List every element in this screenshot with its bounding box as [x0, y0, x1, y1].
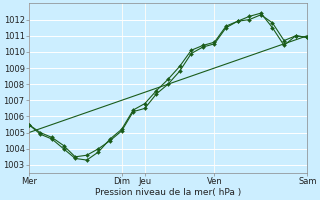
- X-axis label: Pression niveau de la mer( hPa ): Pression niveau de la mer( hPa ): [95, 188, 241, 197]
